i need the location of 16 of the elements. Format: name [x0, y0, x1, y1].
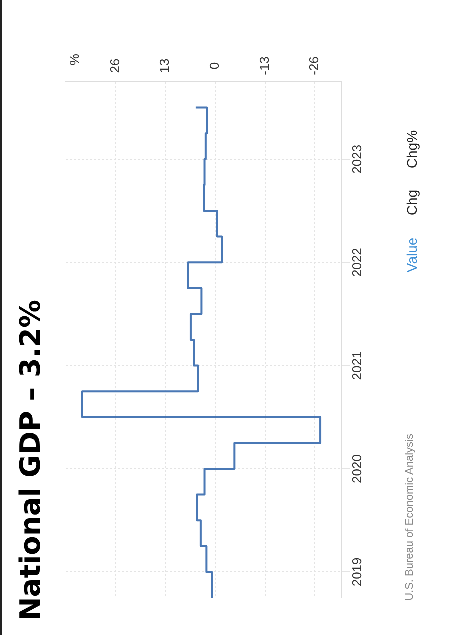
y-tick-label: 2021	[350, 351, 365, 380]
text: %	[67, 54, 82, 66]
y-tick-label: 2020	[350, 454, 365, 484]
text: National GDP – 3.2%	[14, 300, 47, 621]
x-tick-label: 26	[107, 58, 122, 74]
y-tick-label: 2022	[350, 248, 365, 278]
x-tick-label: 0	[207, 62, 222, 70]
x-tick-label: -26	[306, 56, 322, 76]
y-tick-label: 2019	[350, 558, 365, 587]
text: Value	[404, 238, 420, 273]
x-tick-label: -13	[256, 56, 272, 76]
text: Chg	[404, 190, 420, 216]
text: Chg%	[404, 130, 420, 168]
x-tick-label: 13	[157, 58, 172, 74]
text: U.S. Bureau of Economic Analysis	[404, 434, 416, 601]
y-tick-label: 2023	[350, 144, 365, 174]
